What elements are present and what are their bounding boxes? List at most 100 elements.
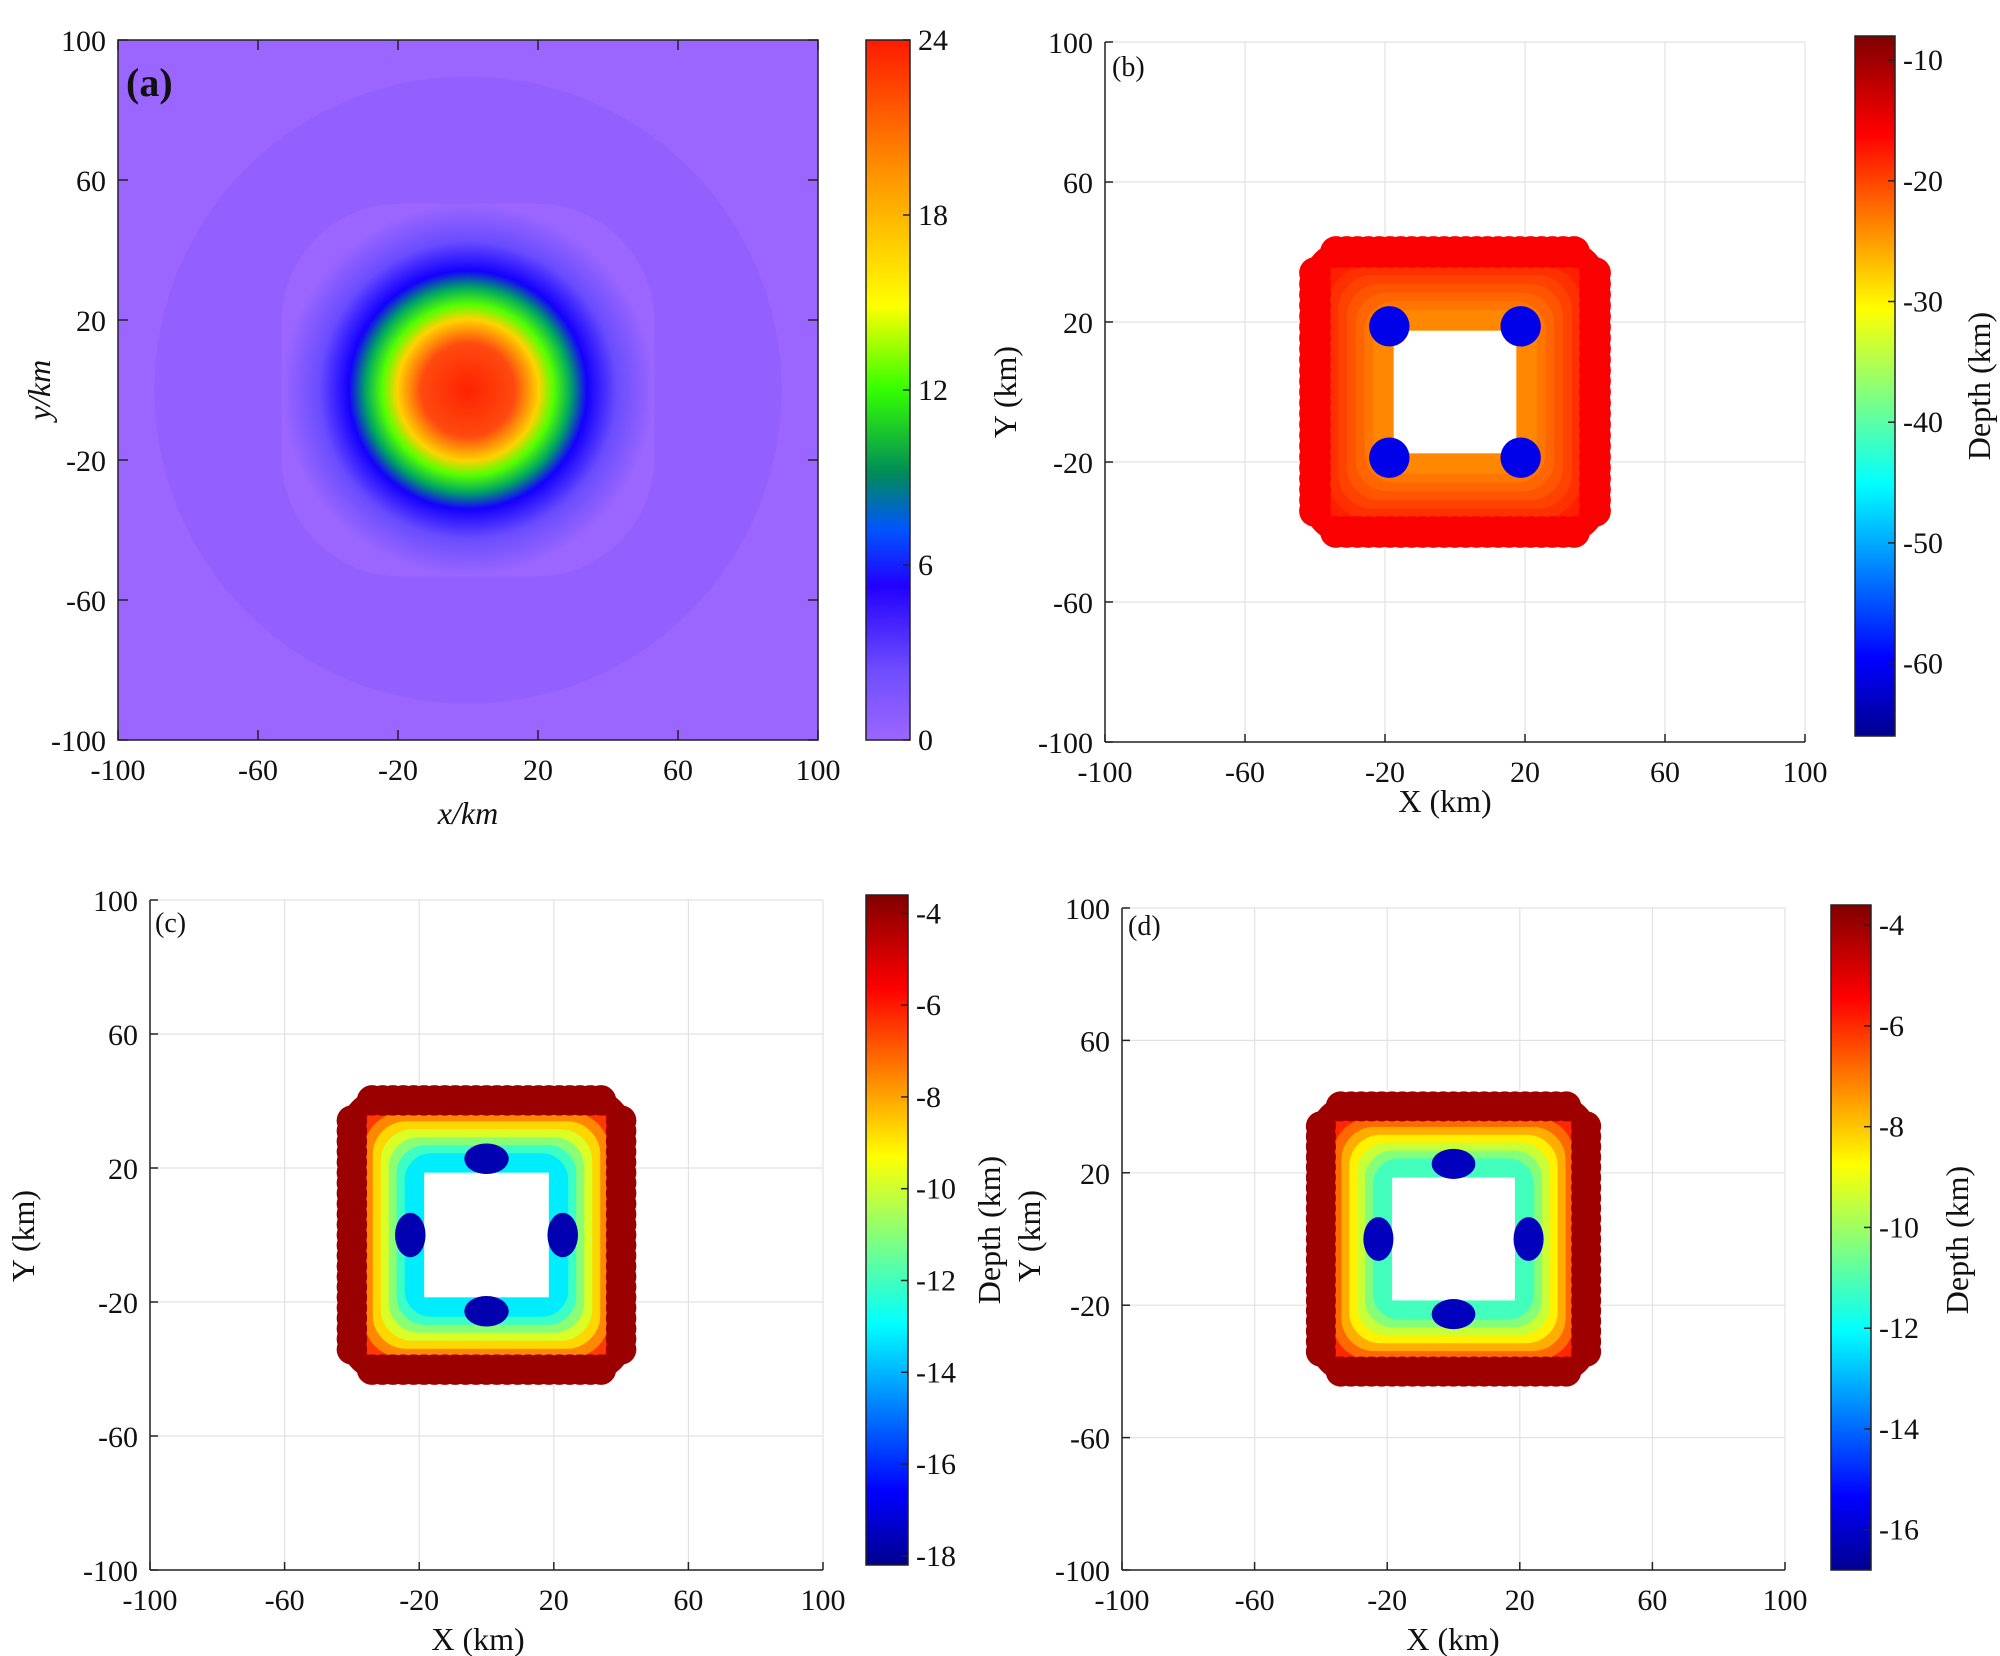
panel-d-ytick-label: -20 (1070, 1290, 1110, 1323)
panel-c: (c) -100 -60 -20 20 60 100 100 60 20 -20 -60 -100 X… (5, 885, 1007, 1656)
panel-d-xtick-label: 100 (1763, 1584, 1808, 1617)
panel-b-ytick-label: -60 (1053, 587, 1093, 620)
panel-c-colorbar-tick-label: -8 (916, 1081, 941, 1114)
panel-a-xtick-label: 60 (663, 754, 693, 787)
panel-c-ticks: -100 -60 -20 20 60 100 100 60 20 -20 -60 -100 (83, 885, 846, 1617)
panel-b-xtick-label: 20 (1510, 756, 1540, 789)
panel-d-ylabel: Y (km) (1011, 1190, 1047, 1282)
panel-b-ylabel: Y (km) (987, 346, 1023, 438)
panel-d-colorbar-tick-label: -10 (1879, 1211, 1919, 1244)
panel-b-edge-point (1558, 516, 1590, 548)
panel-d-colorbar-tick-label: -8 (1879, 1111, 1904, 1144)
panel-c-colorbar (865, 894, 909, 1566)
panel-c-ytick-label: -20 (98, 1287, 138, 1320)
panel-d-midside-point (1363, 1217, 1394, 1261)
panel-a-ytick-label: 60 (76, 165, 106, 198)
panel-a-ytick-label: 20 (76, 305, 106, 338)
panel-b-colorbar-tick-label: -10 (1903, 44, 1943, 77)
panel-a-colorbar-tick-label: 6 (918, 549, 933, 582)
panel-c-colorbar-ticks: -4 -6 -8 -10 -12 -14 -16 -18 (901, 897, 956, 1573)
panel-d-xtick-label: 60 (1637, 1584, 1667, 1617)
panel-b-corner-point (1500, 437, 1541, 478)
panel-b-edge-point (1558, 236, 1590, 268)
panel-a-colorbar-ticks: 24 18 12 6 0 (903, 24, 948, 757)
panel-d-edge-point (1571, 1336, 1602, 1367)
panel-c-colorbar-label: Depth (km) (971, 1156, 1007, 1304)
panel-c-midside-point (464, 1143, 509, 1175)
panel-d-edge-point (1551, 1091, 1582, 1122)
panel-c-xtick-label: -60 (265, 1584, 305, 1617)
panel-c-colorbar-tick-label: -10 (916, 1173, 956, 1206)
panel-c-midside-point (464, 1295, 509, 1327)
panel-d-colorbar-tick-label: -12 (1879, 1312, 1919, 1345)
panel-b-colorbar-tick-label: -40 (1903, 406, 1943, 439)
panel-a-frame (117, 39, 819, 741)
panel-d-label: (d) (1128, 911, 1161, 942)
panel-c-colorbar-tick-label: -12 (916, 1264, 956, 1297)
panel-c-xtick-label: -100 (123, 1584, 178, 1617)
panel-b: (b) -100 -60 -20 20 60 100 100 60 20 -20 -60 -100 X… (987, 27, 1997, 819)
panel-a-xtick-label: -60 (238, 754, 278, 787)
panel-d-xtick-label: -20 (1367, 1584, 1407, 1617)
panel-b-label: (b) (1112, 52, 1145, 83)
panel-b-colorbar-tick-label: -50 (1903, 527, 1943, 560)
panel-d-colorbar-tick-label: -6 (1879, 1010, 1904, 1043)
panel-d-edge-point (1551, 1356, 1582, 1387)
panel-a-colorbar (865, 39, 911, 741)
panel-d-midside-point (1513, 1217, 1544, 1261)
panel-b-xtick-label: -20 (1365, 756, 1405, 789)
panel-d-scatter (1305, 1091, 1602, 1387)
panel-b-xtick-label: 60 (1650, 756, 1680, 789)
panel-b-corner-point (1369, 306, 1410, 347)
panel-b-ytick-label: -100 (1038, 727, 1093, 760)
panel-c-midside-point (547, 1212, 578, 1258)
panel-c-colorbar-tick-label: -6 (916, 989, 941, 1022)
panel-b-grid (1104, 41, 1806, 743)
panel-a-xlabel: x/km (437, 795, 498, 831)
panel-b-colorbar-label: Depth (km) (1961, 312, 1997, 460)
panel-d-xtick-label: -60 (1235, 1584, 1275, 1617)
panel-a-ticks: -100 -60 -20 20 60 100 100 60 20 -20 -60 -100 (51, 25, 841, 787)
panel-c-colorbar-tick-label: -14 (916, 1356, 956, 1389)
panel-b-colorbar (1854, 35, 1896, 737)
panel-c-colorbar-tick-label: -16 (916, 1448, 956, 1481)
panel-c-label: (c) (155, 908, 186, 939)
panel-d-inner-hole (1392, 1177, 1515, 1301)
panel-d: (d) -100 -60 -20 20 60 100 100 60 20 -20 -60 -100 X… (1011, 893, 1975, 1656)
panel-a-colorbar-tick-label: 18 (918, 199, 948, 232)
panel-b-xtick-label: -100 (1078, 756, 1133, 789)
panel-b-inner-hole (1393, 330, 1517, 454)
panel-d-colorbar-tick-label: -16 (1879, 1514, 1919, 1547)
panel-c-inner-hole (424, 1172, 549, 1298)
panel-d-colorbar-ticks: -4 -6 -8 -10 -12 -14 -16 (1864, 909, 1919, 1547)
panel-a-heatmap (154, 76, 782, 704)
panel-b-xlabel: X (km) (1398, 783, 1491, 819)
panel-c-xtick-label: 100 (801, 1584, 846, 1617)
panel-d-ytick-label: -60 (1070, 1423, 1110, 1456)
panel-a-ytick-label: 100 (61, 25, 106, 58)
panel-c-ytick-label: 100 (93, 885, 138, 918)
panel-c-ytick-label: 60 (108, 1019, 138, 1052)
panel-c-midside-point (395, 1212, 426, 1258)
panel-a-colorbar-tick-label: 24 (918, 24, 948, 57)
panel-c-colorbar-tick-label: -4 (916, 897, 941, 930)
panel-d-xlabel: X (km) (1406, 1621, 1499, 1656)
panel-b-colorbar-tick-label: -20 (1903, 165, 1943, 198)
panel-a-colorbar-tick-label: 12 (918, 374, 948, 407)
panel-b-ytick-label: -20 (1053, 447, 1093, 480)
panel-d-midside-point (1431, 1299, 1476, 1330)
panel-c-edge-point (605, 1334, 637, 1365)
panel-b-xtick-label: -60 (1225, 756, 1265, 789)
panel-d-xtick-label: -100 (1095, 1584, 1150, 1617)
panel-b-colorbar-tick-label: -60 (1903, 648, 1943, 681)
panel-b-xtick-label: 100 (1783, 756, 1828, 789)
panel-c-edge-point (585, 1085, 617, 1116)
panel-b-corner-point (1369, 437, 1410, 478)
panel-b-ytick-label: 60 (1063, 167, 1093, 200)
panel-b-ytick-label: 100 (1048, 27, 1093, 60)
panel-d-ytick-label: 60 (1080, 1025, 1110, 1058)
panel-d-ytick-label: 20 (1080, 1158, 1110, 1191)
panel-b-edge-point (1579, 495, 1611, 527)
panel-c-xtick-label: 20 (539, 1584, 569, 1617)
panel-b-ring-layer (1373, 310, 1537, 474)
